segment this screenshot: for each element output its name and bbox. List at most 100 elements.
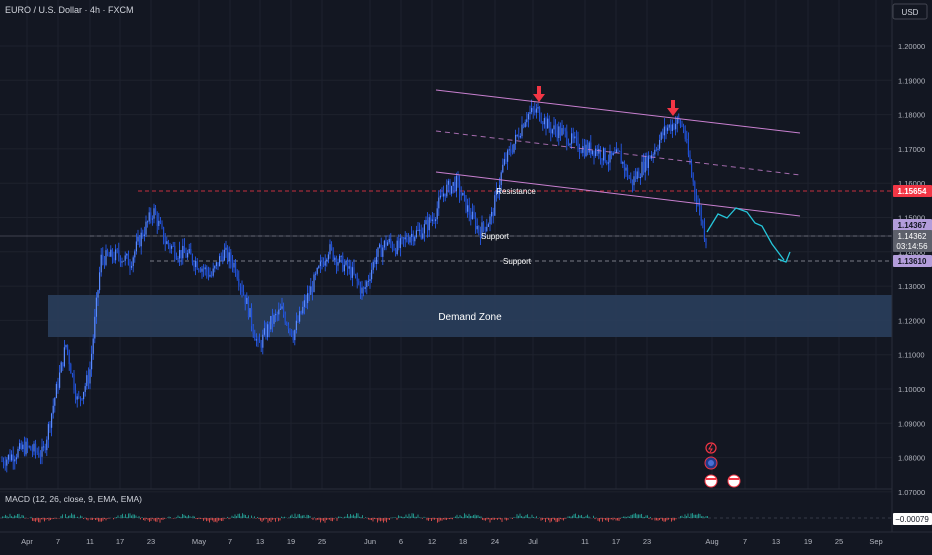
candle-body — [558, 126, 559, 138]
candle-body — [33, 444, 34, 452]
candle-body — [105, 250, 106, 265]
candle-body — [419, 230, 420, 231]
candle-body — [605, 148, 606, 162]
candle-body — [353, 267, 354, 274]
candle-body — [557, 130, 558, 138]
candle-body — [6, 460, 7, 466]
macd-bar — [215, 518, 216, 522]
candle-body — [573, 133, 574, 138]
candle-body — [117, 250, 118, 251]
candle-body — [118, 250, 119, 256]
time-axis-label: 7 — [743, 537, 747, 546]
currency-button[interactable]: USD — [893, 4, 927, 19]
candle-body — [632, 180, 633, 186]
support-label-upper: Support — [481, 232, 510, 241]
macd-bar — [43, 518, 44, 519]
macd-bar — [191, 517, 192, 518]
candle-body — [249, 308, 250, 317]
macd-bar — [143, 518, 144, 520]
macd-bar — [271, 518, 272, 522]
macd-bar — [73, 515, 74, 518]
macd-bar — [638, 514, 639, 518]
macd-bar — [71, 513, 72, 518]
macd-bar — [203, 518, 204, 521]
macd-value-tag[interactable]: −0.00079 — [893, 513, 932, 525]
macd-bar — [500, 518, 501, 520]
candle-body — [73, 374, 74, 390]
support-price-tag[interactable]: 1.13610 — [893, 255, 932, 267]
candle-body — [94, 317, 95, 339]
macd-bar — [298, 514, 299, 518]
macd-bar — [485, 518, 486, 521]
macd-bar — [307, 515, 308, 518]
time-axis-label: 11 — [86, 537, 94, 546]
candle-body — [344, 265, 345, 271]
candle-body — [272, 316, 273, 324]
macd-bar — [572, 516, 573, 518]
macd-bar — [524, 517, 525, 518]
symbol-title[interactable]: EURO / U.S. Dollar · 4h · FXCM — [5, 5, 134, 15]
macd-bar — [632, 515, 633, 518]
macd-bar — [157, 518, 158, 522]
candle-body — [589, 142, 590, 152]
candle-body — [14, 459, 15, 461]
macd-bar — [74, 515, 75, 518]
macd-bar — [206, 518, 207, 521]
macd-bar — [547, 518, 548, 519]
candle-body — [331, 244, 332, 248]
time-axis-label: 23 — [643, 537, 651, 546]
candle-body — [403, 237, 404, 239]
flag-us-icon[interactable] — [705, 475, 717, 487]
macd-bar — [556, 518, 557, 522]
candle-body — [243, 292, 244, 295]
macd-bar — [361, 517, 362, 518]
candle-body — [16, 457, 17, 459]
macd-bar — [629, 517, 630, 518]
macd-bar — [28, 518, 29, 519]
current-price-tag[interactable]: 1.14362 03:14:56 — [893, 230, 932, 252]
candle-body — [641, 162, 642, 177]
macd-bar — [209, 518, 210, 522]
candle-body — [390, 239, 391, 243]
macd-bar — [565, 518, 566, 519]
candle-body — [85, 386, 86, 392]
macd-bar — [413, 514, 414, 518]
candle-body — [136, 241, 137, 251]
candle-body — [694, 182, 695, 194]
candle-body — [472, 212, 473, 219]
candle-body — [57, 384, 58, 388]
candle-body — [377, 247, 378, 256]
candle-body — [326, 260, 327, 262]
candle-body — [491, 212, 492, 216]
candle-body — [25, 442, 26, 455]
candle-body — [649, 156, 650, 159]
macd-bar — [47, 518, 48, 519]
macd-bar — [397, 518, 398, 520]
candle-body — [363, 288, 364, 289]
candle-body — [437, 208, 438, 219]
macd-bar — [221, 518, 222, 521]
candle-body — [593, 151, 594, 156]
macd-bar — [406, 515, 407, 518]
macd-bar — [310, 516, 311, 518]
candle-body — [208, 272, 209, 277]
macd-bar — [194, 517, 195, 518]
candle-body — [181, 250, 182, 258]
candle-body — [385, 241, 386, 246]
flag-us-icon[interactable] — [728, 475, 740, 487]
macd-bar — [41, 518, 42, 519]
candle-body — [13, 454, 14, 461]
macd-bar — [347, 514, 348, 518]
resistance-price-tag[interactable]: 1.15654 — [893, 185, 932, 197]
macd-bar — [580, 516, 581, 518]
upper-price-tag[interactable]: 1.14367 — [893, 219, 932, 231]
candle-body — [65, 345, 66, 347]
flag-eu-icon-inner — [708, 460, 714, 466]
macd-bar — [13, 517, 14, 518]
macd-bar — [19, 514, 20, 518]
candle-body — [288, 325, 289, 329]
macd-bar — [449, 518, 450, 519]
macd-bar — [494, 518, 495, 520]
candle-body — [531, 108, 532, 112]
